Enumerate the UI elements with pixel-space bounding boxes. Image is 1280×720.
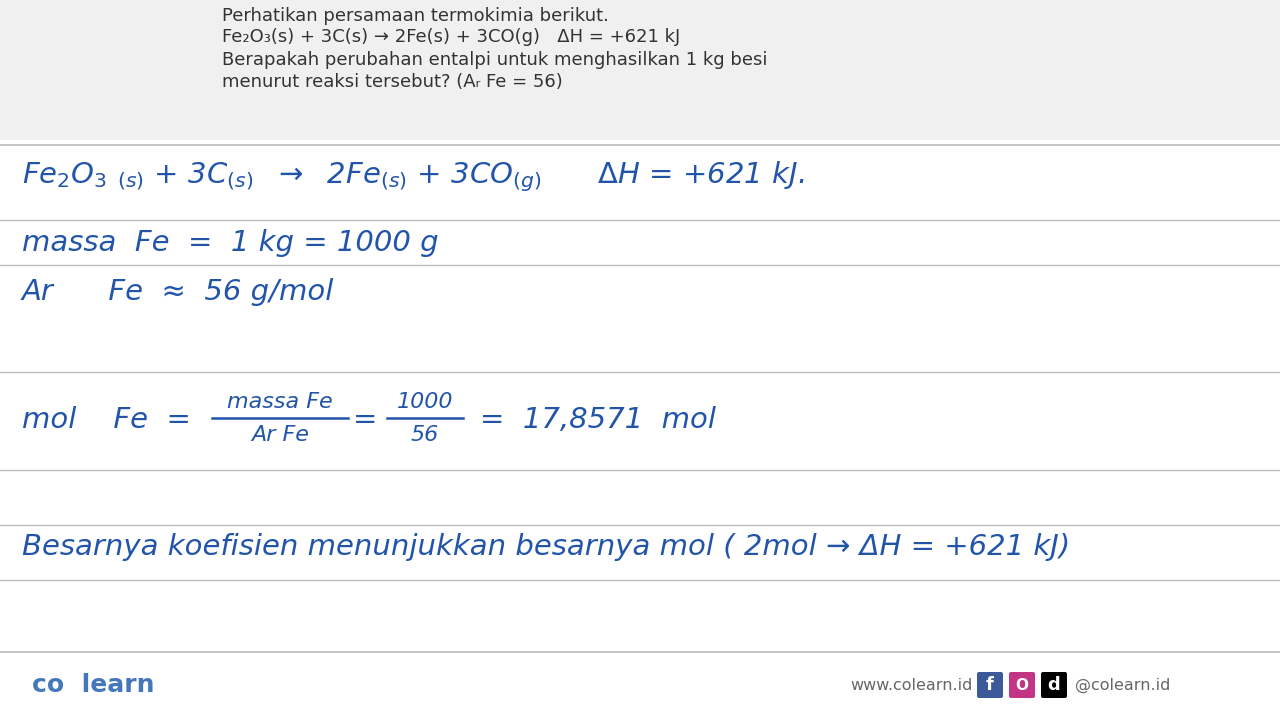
Text: www.colearn.id: www.colearn.id [850,678,973,693]
Text: mol    Fe  =: mol Fe = [22,406,191,434]
FancyBboxPatch shape [1009,672,1036,698]
Text: =  17,8571  mol: = 17,8571 mol [480,406,716,434]
Text: Ar Fe: Ar Fe [251,425,308,445]
Text: Fe₂O₃(s) + 3C(s) → 2Fe(s) + 3CO(g)   ΔH = +621 kJ: Fe₂O₃(s) + 3C(s) → 2Fe(s) + 3CO(g) ΔH = … [221,28,680,46]
Text: co  learn: co learn [32,673,155,697]
Text: Perhatikan persamaan termokimia berikut.: Perhatikan persamaan termokimia berikut. [221,7,609,25]
Text: 1000: 1000 [397,392,453,412]
Text: O: O [1015,678,1029,693]
Text: @colearn.id: @colearn.id [1075,678,1170,693]
Text: Fe$_2$O$_3$ $_{(s)}$ + 3C$_{(s)}$  $\rightarrow$  2Fe$_{(s)}$ + 3CO$_{(g)}$     : Fe$_2$O$_3$ $_{(s)}$ + 3C$_{(s)}$ $\righ… [22,160,805,194]
FancyBboxPatch shape [0,0,1280,140]
Text: d: d [1047,676,1060,694]
Text: 56: 56 [411,425,439,445]
Text: =: = [353,406,378,434]
FancyBboxPatch shape [1041,672,1068,698]
Text: Ar      Fe  ≈  56 g/mol: Ar Fe ≈ 56 g/mol [22,278,334,306]
Text: massa Fe: massa Fe [227,392,333,412]
FancyBboxPatch shape [977,672,1004,698]
Text: Berapakah perubahan entalpi untuk menghasilkan 1 kg besi: Berapakah perubahan entalpi untuk mengha… [221,51,768,69]
Text: menurut reaksi tersebut? (Aᵣ Fe = 56): menurut reaksi tersebut? (Aᵣ Fe = 56) [221,73,563,91]
Text: massa  Fe  =  1 kg = 1000 g: massa Fe = 1 kg = 1000 g [22,229,439,257]
Text: f: f [986,676,995,694]
Text: Besarnya koefisien menunjukkan besarnya mol ( 2mol → ΔH = +621 kJ): Besarnya koefisien menunjukkan besarnya … [22,533,1070,561]
